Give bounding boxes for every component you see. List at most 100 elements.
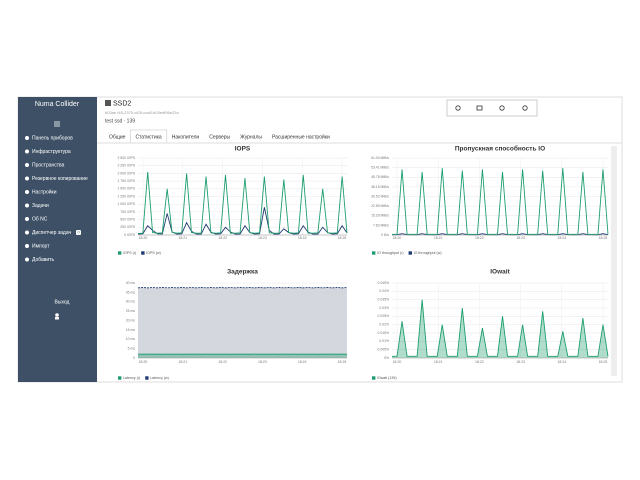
y-tick-label: 0.005% bbox=[378, 348, 390, 352]
logout[interactable]: Выход bbox=[55, 299, 70, 305]
y-tick-label: 0.015% bbox=[378, 331, 390, 335]
menu-icon bbox=[25, 176, 29, 181]
x-tick-label: 18:25 bbox=[599, 236, 608, 240]
y-tick-label: 0.03% bbox=[379, 306, 389, 310]
y-tick-label: 0.02% bbox=[379, 323, 389, 327]
y-tick-label: 0 bbox=[133, 356, 135, 360]
legend-swatch[interactable] bbox=[141, 251, 145, 255]
y-tick-label: 40 ms bbox=[126, 281, 136, 285]
menu-item[interactable]: Панель приборов bbox=[32, 135, 73, 141]
tab[interactable]: Общие bbox=[109, 134, 126, 140]
y-tick-label: 1 250 IOPS bbox=[117, 194, 135, 198]
menu-item[interactable]: Пространства bbox=[32, 162, 65, 168]
menu-icon bbox=[25, 163, 29, 167]
x-tick-label: 18:21 bbox=[178, 236, 187, 240]
sr-title: SSD2 bbox=[113, 100, 131, 107]
menu-icon bbox=[25, 244, 29, 248]
y-tick-label: 15 ms bbox=[126, 328, 136, 332]
legend-swatch[interactable] bbox=[408, 251, 412, 255]
x-tick-label: 18:24 bbox=[298, 360, 307, 364]
sidebar bbox=[18, 97, 97, 382]
menu-item[interactable]: Об NC bbox=[32, 216, 48, 222]
refresh-button[interactable] bbox=[455, 105, 461, 111]
active-tab bbox=[129, 129, 168, 144]
legend-swatch[interactable] bbox=[372, 251, 376, 255]
legend-label[interactable]: IOPS (r) bbox=[123, 251, 136, 255]
menu-icon bbox=[25, 136, 29, 140]
y-tick-label: 0.01% bbox=[379, 339, 389, 343]
legend-swatch[interactable] bbox=[118, 251, 122, 255]
x-tick-label: 18:21 bbox=[178, 360, 187, 364]
legend-label[interactable]: IO throughput (w) bbox=[414, 251, 442, 255]
tab[interactable]: Журналы bbox=[240, 134, 262, 140]
series-line bbox=[392, 168, 609, 235]
legend-label[interactable]: IOPS (w) bbox=[146, 251, 161, 255]
series-area bbox=[392, 299, 608, 358]
menu-item[interactable]: Инфраструктура bbox=[32, 149, 71, 155]
y-tick-label: 61.04 MiB/s bbox=[371, 156, 389, 160]
series-area bbox=[138, 354, 347, 358]
y-tick-label: 500 IOPS bbox=[120, 217, 135, 221]
legend-label[interactable]: Latency (w) bbox=[150, 376, 169, 380]
x-tick-label: 18:23 bbox=[516, 236, 525, 240]
x-tick-label: 18:25 bbox=[338, 236, 347, 240]
x-tick-label: 18:23 bbox=[258, 236, 267, 240]
menu-icon bbox=[25, 230, 29, 235]
y-tick-label: 2 500 IOPS bbox=[117, 156, 135, 160]
legend-label[interactable]: IO throughput (r) bbox=[377, 251, 404, 255]
forget-button[interactable] bbox=[499, 105, 505, 111]
y-tick-label: 1 750 IOPS bbox=[117, 179, 135, 183]
delete-button[interactable] bbox=[522, 105, 528, 111]
tab[interactable]: Накопители bbox=[172, 134, 200, 140]
sr-subtitle: test ssd · 139 bbox=[105, 118, 135, 124]
tab[interactable]: Расширенные настройки bbox=[272, 133, 330, 140]
menu-item[interactable]: Диспетчер задач bbox=[32, 230, 72, 236]
chart-title: Задержка bbox=[227, 269, 258, 276]
menu-icon bbox=[25, 217, 29, 221]
y-tick-label: 30.52 MiB/s bbox=[371, 194, 389, 198]
y-tick-label: 2 250 IOPS bbox=[117, 164, 135, 168]
y-tick-label: 15.26 MiB/s bbox=[371, 214, 389, 218]
legend-swatch[interactable] bbox=[372, 376, 376, 380]
menu-item[interactable]: Импорт bbox=[32, 243, 50, 249]
tab[interactable]: Серверы bbox=[209, 134, 230, 140]
legend-label[interactable]: IOwait (139) bbox=[377, 376, 397, 380]
legend-label[interactable]: Latency (r) bbox=[123, 376, 140, 380]
menu-item[interactable]: Задачи bbox=[32, 203, 49, 209]
x-tick-label: 18:22 bbox=[218, 236, 227, 240]
tab[interactable]: Статистика bbox=[135, 134, 161, 140]
menu-icon bbox=[25, 149, 29, 154]
x-tick-label: 18:24 bbox=[557, 360, 566, 364]
y-tick-label: 0.035% bbox=[378, 298, 390, 302]
menu-item[interactable]: Резервное копирование bbox=[32, 176, 88, 182]
menu-toggle[interactable] bbox=[54, 121, 60, 127]
brand: Numa Collider bbox=[35, 101, 80, 108]
menu-icon bbox=[25, 203, 29, 208]
disconnect-button[interactable] bbox=[476, 105, 483, 111]
y-tick-label: 1 500 IOPS bbox=[117, 187, 135, 191]
scrollbar bbox=[611, 146, 617, 376]
chart-title: Пропускная способность IO bbox=[455, 145, 545, 153]
menu-icon bbox=[25, 257, 29, 262]
button-group bbox=[446, 99, 538, 117]
x-tick-label: 18:25 bbox=[338, 360, 347, 364]
legend-swatch[interactable] bbox=[118, 376, 122, 380]
y-tick-label: 5 ms bbox=[128, 347, 136, 351]
x-tick-label: 18:21 bbox=[434, 360, 443, 364]
x-tick-label: 18:20 bbox=[139, 236, 148, 240]
chart-title: IOwait bbox=[490, 269, 510, 276]
menu-item[interactable]: Настройки bbox=[32, 188, 57, 195]
x-tick-label: 18:25 bbox=[599, 360, 608, 364]
y-tick-label: 45.78 MiB/s bbox=[371, 175, 389, 179]
legend-swatch[interactable] bbox=[145, 376, 149, 380]
x-tick-label: 18:24 bbox=[298, 236, 307, 240]
user-icon[interactable] bbox=[55, 313, 59, 317]
menu-item[interactable]: Добавить bbox=[32, 257, 54, 263]
y-tick-label: 10 ms bbox=[126, 337, 136, 341]
y-tick-label: 1 000 IOPS bbox=[117, 202, 135, 206]
y-tick-label: 25 ms bbox=[126, 309, 136, 313]
y-tick-label: 35 ms bbox=[126, 290, 136, 294]
y-tick-label: 0 B/s bbox=[381, 233, 389, 237]
